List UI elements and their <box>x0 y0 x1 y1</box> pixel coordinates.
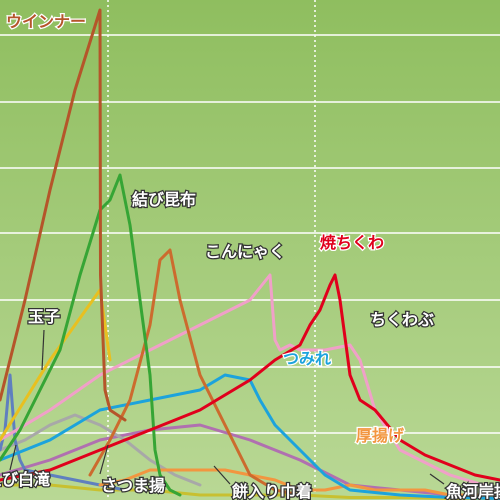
series-line-10 <box>0 483 500 500</box>
leader-line-0 <box>41 329 45 371</box>
series-line-3 <box>88 248 302 497</box>
series-label-8: えび白滝 <box>0 470 50 489</box>
series-line-6 <box>0 373 500 500</box>
series-lines <box>0 8 500 500</box>
leader-line-2 <box>99 444 109 475</box>
series-label-3: こんにゃく <box>205 242 285 261</box>
series-line-11 <box>0 423 452 497</box>
series-label-0: ウインナー <box>6 12 86 31</box>
series-label-6: つみれ <box>283 349 331 368</box>
leader-line-3 <box>213 465 231 485</box>
series-label-7: 厚揚げ <box>356 426 405 445</box>
series-label-10: 餅入り巾着 <box>231 482 312 500</box>
series-label-11: 魚河岸揚 <box>446 482 500 500</box>
series-line-1 <box>0 173 182 497</box>
series-label-2: 玉子 <box>28 307 60 326</box>
series-line-0 <box>0 8 127 422</box>
series-label-4: 焼ちくわ <box>320 233 384 252</box>
series-line-8 <box>0 373 127 492</box>
leader-line-4 <box>429 473 445 485</box>
leader-line-1 <box>9 444 17 471</box>
series-line-7 <box>98 468 500 497</box>
series-line-2 <box>0 288 112 442</box>
series-line-4 <box>0 273 500 482</box>
series-label-5: ちくわぶ <box>370 310 434 329</box>
series-label-1: 結び昆布 <box>132 190 196 209</box>
series-label-9: さつま揚 <box>101 476 165 495</box>
